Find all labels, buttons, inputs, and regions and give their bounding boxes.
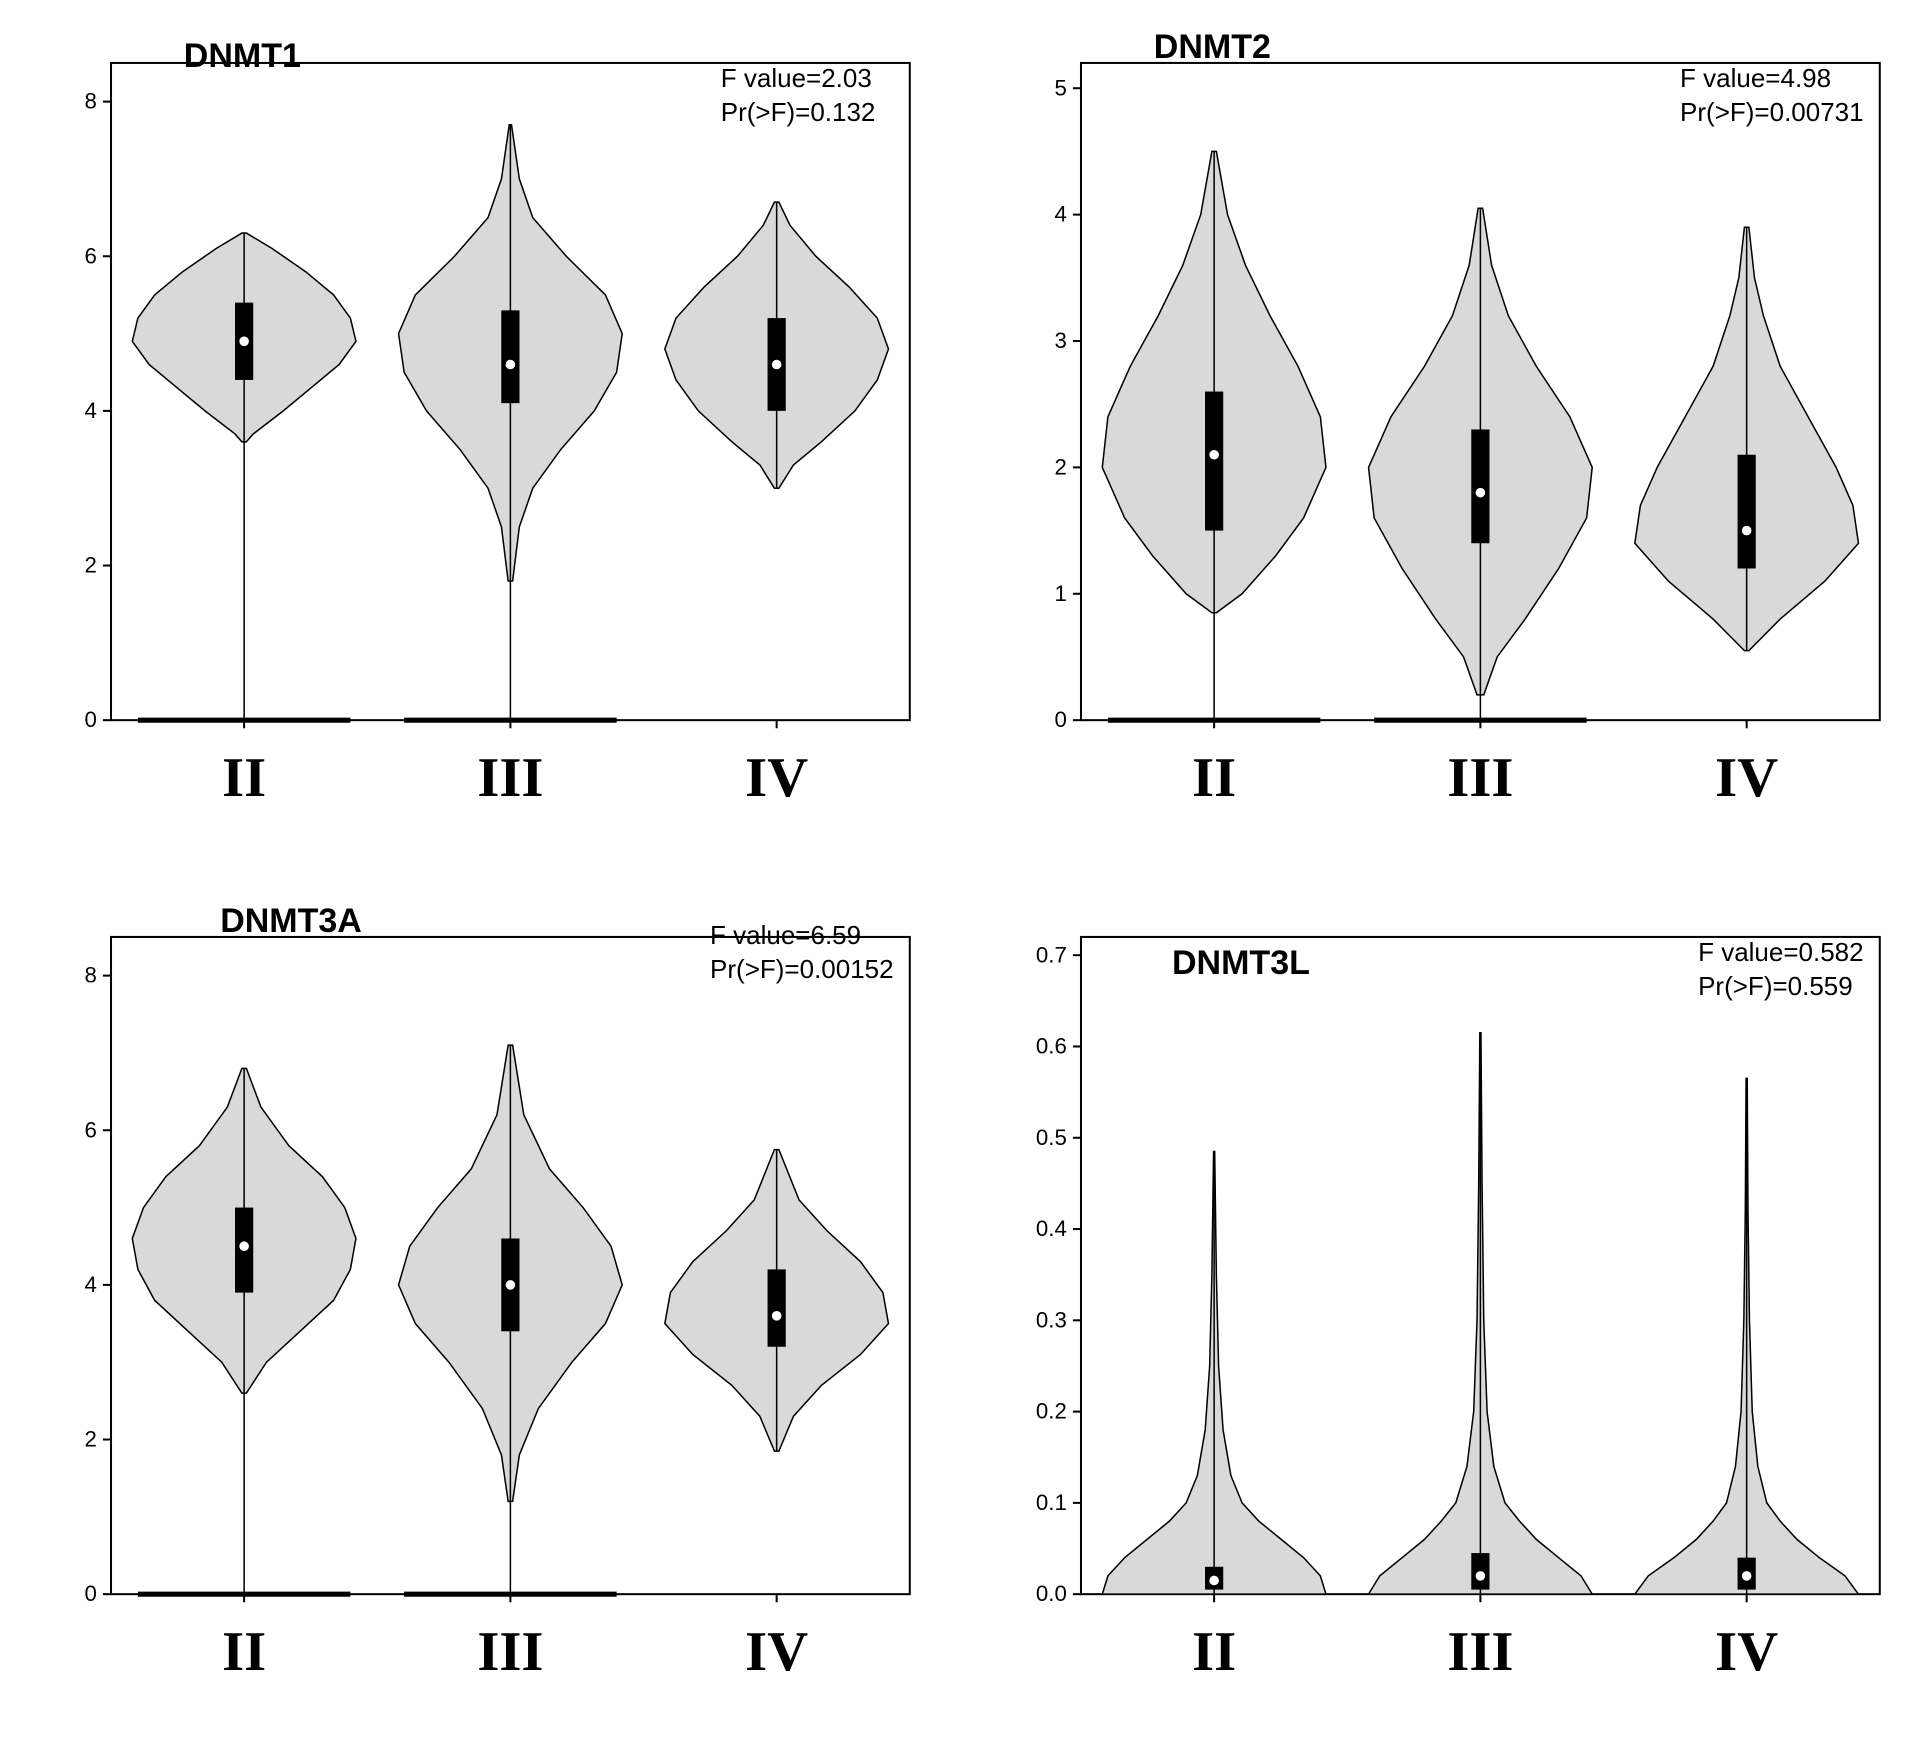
- f-value: F value=6.59: [710, 919, 894, 953]
- p-value: Pr(>F)=0.00152: [710, 953, 894, 987]
- ytick-label: 0.1: [1036, 1490, 1067, 1515]
- xcat-label: II: [222, 1621, 266, 1683]
- ytick-label: 0.2: [1036, 1399, 1067, 1424]
- median-dot: [772, 359, 782, 369]
- ytick-label: 2: [84, 553, 96, 578]
- median-dot: [772, 1311, 782, 1321]
- box: [768, 1270, 786, 1347]
- median-dot: [239, 1241, 249, 1251]
- xcat-label: III: [477, 747, 543, 809]
- xcat-label: III: [1447, 747, 1513, 809]
- median-dot: [1742, 526, 1752, 536]
- xcat-label: II: [1192, 747, 1236, 809]
- xcat-label: IV: [745, 1621, 808, 1683]
- median-dot: [1475, 1571, 1485, 1581]
- panel-stats: F value=0.582Pr(>F)=0.559: [1698, 936, 1864, 1004]
- p-value: Pr(>F)=0.559: [1698, 970, 1864, 1004]
- panel-dnmt3a: 02468IIIIIIVDNMT3AF value=6.59Pr(>F)=0.0…: [20, 894, 930, 1728]
- xcat-label: III: [1447, 1621, 1513, 1683]
- ytick-label: 0: [84, 707, 96, 732]
- ytick-label: 4: [1054, 202, 1066, 227]
- ytick-label: 0.0: [1036, 1581, 1067, 1606]
- xcat-label: II: [222, 747, 266, 809]
- xcat-label: II: [1192, 1621, 1236, 1683]
- panel-dnmt1: 02468IIIIIIVDNMT1F value=2.03Pr(>F)=0.13…: [20, 20, 930, 854]
- xcat-label: III: [477, 1621, 543, 1683]
- median-dot: [239, 336, 249, 346]
- xcat-label: IV: [745, 747, 808, 809]
- ytick-label: 1: [1054, 581, 1066, 606]
- chart-svg: 0.00.10.20.30.40.50.60.7IIIIIIV: [990, 894, 1900, 1728]
- chart-svg: 02468IIIIIIV: [20, 20, 930, 854]
- p-value: Pr(>F)=0.00731: [1680, 96, 1864, 130]
- ytick-label: 4: [84, 1272, 96, 1297]
- xcat-label: IV: [1715, 747, 1778, 809]
- panel-title: DNMT3A: [220, 902, 362, 941]
- panel-stats: F value=2.03Pr(>F)=0.132: [721, 62, 876, 130]
- ytick-label: 3: [1054, 328, 1066, 353]
- median-dot: [505, 1280, 515, 1290]
- panel-dnmt2: 012345IIIIIIVDNMT2F value=4.98Pr(>F)=0.0…: [990, 20, 1900, 854]
- ytick-label: 0.3: [1036, 1308, 1067, 1333]
- panel-dnmt3l: 0.00.10.20.30.40.50.60.7IIIIIIVDNMT3LF v…: [990, 894, 1900, 1728]
- ytick-label: 4: [84, 398, 96, 423]
- f-value: F value=2.03: [721, 62, 876, 96]
- median-dot: [1209, 1576, 1219, 1586]
- box: [1205, 392, 1223, 531]
- box: [501, 310, 519, 403]
- ytick-label: 0: [84, 1581, 96, 1606]
- median-dot: [1209, 450, 1219, 460]
- ytick-label: 2: [1054, 454, 1066, 479]
- ytick-label: 0: [1054, 707, 1066, 732]
- ytick-label: 6: [84, 243, 96, 268]
- panel-title: DNMT2: [1154, 28, 1271, 67]
- xcat-label: IV: [1715, 1621, 1778, 1683]
- ytick-label: 2: [84, 1427, 96, 1452]
- ytick-label: 0.6: [1036, 1034, 1067, 1059]
- median-dot: [1742, 1571, 1752, 1581]
- box: [1738, 455, 1756, 569]
- ytick-label: 0.4: [1036, 1216, 1067, 1241]
- box: [1471, 429, 1489, 543]
- ytick-label: 8: [84, 89, 96, 114]
- chart-svg: 02468IIIIIIV: [20, 894, 930, 1728]
- panel-stats: F value=6.59Pr(>F)=0.00152: [710, 919, 894, 987]
- p-value: Pr(>F)=0.132: [721, 96, 876, 130]
- ytick-label: 8: [84, 963, 96, 988]
- f-value: F value=4.98: [1680, 62, 1864, 96]
- ytick-label: 6: [84, 1117, 96, 1142]
- ytick-label: 5: [1054, 75, 1066, 100]
- panel-title: DNMT1: [184, 37, 301, 76]
- chart-svg: 012345IIIIIIV: [990, 20, 1900, 854]
- panel-title: DNMT3L: [1172, 944, 1310, 983]
- median-dot: [505, 359, 515, 369]
- ytick-label: 0.7: [1036, 942, 1067, 967]
- f-value: F value=0.582: [1698, 936, 1864, 970]
- panel-stats: F value=4.98Pr(>F)=0.00731: [1680, 62, 1864, 130]
- ytick-label: 0.5: [1036, 1125, 1067, 1150]
- median-dot: [1475, 488, 1485, 498]
